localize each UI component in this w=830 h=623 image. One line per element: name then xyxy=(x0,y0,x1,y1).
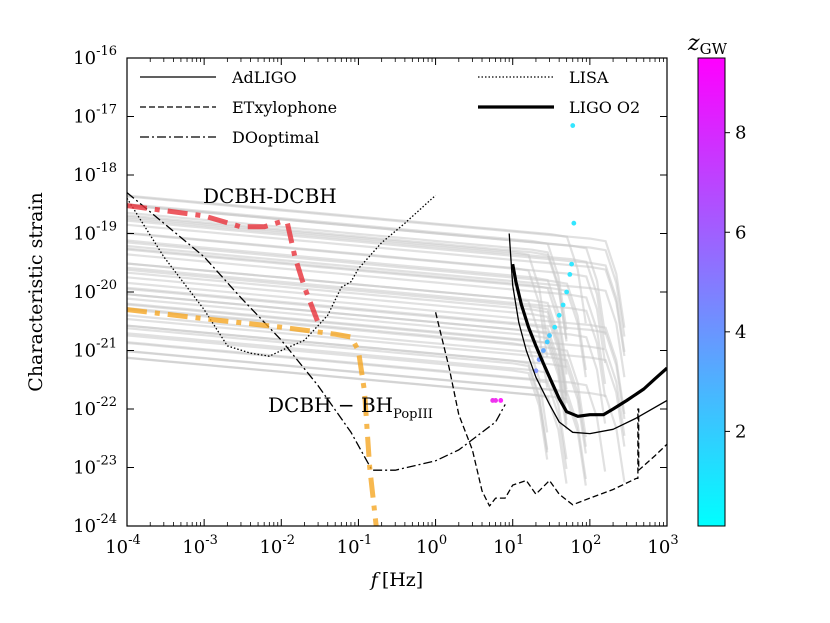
colorbar-tick-label: 8 xyxy=(735,123,746,144)
population-track xyxy=(127,356,568,484)
y-axis-title: Characteristic strain xyxy=(25,192,47,391)
population-track xyxy=(127,223,626,357)
population-track xyxy=(127,262,568,390)
population-track xyxy=(127,195,626,328)
merger-point xyxy=(547,333,552,338)
merger-point xyxy=(560,302,566,308)
population-track xyxy=(127,308,587,438)
population-track xyxy=(127,266,607,398)
x-tick-label: 10-2 xyxy=(259,533,295,558)
population-track xyxy=(127,204,626,337)
population-track xyxy=(127,341,607,472)
population-track xyxy=(127,297,568,425)
legend-label-dooptimal: DOoptimal xyxy=(232,128,319,147)
merger-point xyxy=(490,398,496,403)
x-axis-title: f [Hz] xyxy=(369,569,423,591)
population-track xyxy=(127,241,587,371)
population-track xyxy=(127,232,607,364)
population-track xyxy=(127,203,568,331)
y-tick-label: 10-22 xyxy=(73,395,117,420)
y-tick-label: 10-19 xyxy=(73,220,117,245)
merger-point xyxy=(498,398,504,403)
population-track xyxy=(127,239,568,367)
annotation-dcbh-dcbh: DCBH-DCBH xyxy=(203,184,337,208)
legend-label-ligo-o2: LIGO O2 xyxy=(569,98,640,117)
merger-point xyxy=(570,123,576,128)
series-line-dcbh-bh-popiii xyxy=(127,307,379,526)
population-track xyxy=(127,307,549,433)
population-track xyxy=(127,268,568,396)
merger-point xyxy=(567,271,573,277)
legend-label-adligo: AdLIGO xyxy=(231,68,297,87)
population-track xyxy=(127,214,568,342)
series-line-ligo-o2 xyxy=(511,263,667,418)
x-tick-label: 101 xyxy=(493,533,524,558)
y-tick-label: 10-21 xyxy=(73,337,117,362)
series-line-dooptimal xyxy=(127,192,506,471)
population-track xyxy=(127,332,568,460)
merger-point xyxy=(571,220,577,226)
population-tracks xyxy=(127,194,626,486)
colorbar-label: zGW xyxy=(687,31,728,58)
population-track xyxy=(127,276,568,404)
annotation-dcbh-bh-popiii: DCBH − BHPopIII xyxy=(268,393,433,422)
population-track xyxy=(127,253,607,385)
legend-label-lisa: LISA xyxy=(569,68,609,87)
legend-label-etxylophone: ETxylophone xyxy=(232,98,337,117)
merger-point xyxy=(544,339,550,345)
legend: AdLIGO ETxylophone DOoptimal LISA LIGO O… xyxy=(140,68,640,147)
merger-point xyxy=(564,289,570,295)
merger-point xyxy=(533,368,539,374)
y-tick-label: 10-23 xyxy=(73,454,117,479)
colorbar xyxy=(697,57,726,527)
merger-point xyxy=(541,348,546,353)
y-tick-label: 10-17 xyxy=(73,103,117,128)
x-tick-label: 10-1 xyxy=(337,533,373,558)
merger-point xyxy=(552,324,558,330)
x-tick-label: 10-4 xyxy=(105,533,141,558)
population-track xyxy=(127,248,587,378)
merger-point xyxy=(556,312,562,318)
population-track xyxy=(127,217,607,349)
x-tick-label: 100 xyxy=(416,533,447,558)
population-track xyxy=(127,215,549,342)
x-axis: 10-4 10-3 10-2 10-1 100 101 102 103 xyxy=(105,58,679,558)
series-line-adligo xyxy=(508,233,667,435)
population-track xyxy=(127,271,568,399)
population-track xyxy=(127,219,626,353)
colorbar-tick-label: 4 xyxy=(735,322,746,343)
y-tick-label: 10-16 xyxy=(73,44,117,69)
series-line-etxylophone xyxy=(434,312,667,507)
population-track xyxy=(127,211,568,339)
y-tick-label: 10-20 xyxy=(73,278,117,303)
series-lines xyxy=(127,192,667,526)
y-tick-label: 10-18 xyxy=(73,161,117,186)
y-tick-label: 10-24 xyxy=(73,512,117,537)
series-line-lisa xyxy=(127,194,437,357)
colorbar-ticks: 2 4 6 8 xyxy=(725,123,746,442)
population-track xyxy=(127,334,549,460)
population-track xyxy=(127,244,626,378)
colorbar-tick-label: 2 xyxy=(735,421,746,442)
x-tick-label: 103 xyxy=(647,533,678,558)
x-tick-label: 10-3 xyxy=(182,533,218,558)
population-track xyxy=(127,327,549,453)
population-track xyxy=(127,324,549,450)
series-line-dcbh-dcbh xyxy=(127,203,321,324)
colorbar-tick-label: 6 xyxy=(735,222,746,243)
x-tick-label: 102 xyxy=(570,533,601,558)
merger-point xyxy=(569,261,575,267)
y-axis: 10-24 10-23 10-22 10-21 10-20 10-19 10-18 10-17… xyxy=(73,44,667,537)
